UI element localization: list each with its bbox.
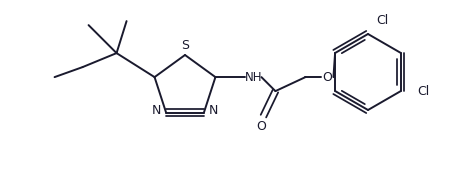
Text: N: N [152,104,161,117]
Text: Cl: Cl [376,13,388,27]
Text: N: N [209,104,219,117]
Text: Cl: Cl [417,85,429,97]
Text: O: O [323,71,333,84]
Text: S: S [181,39,189,51]
Text: O: O [256,120,266,133]
Text: NH: NH [245,71,262,84]
